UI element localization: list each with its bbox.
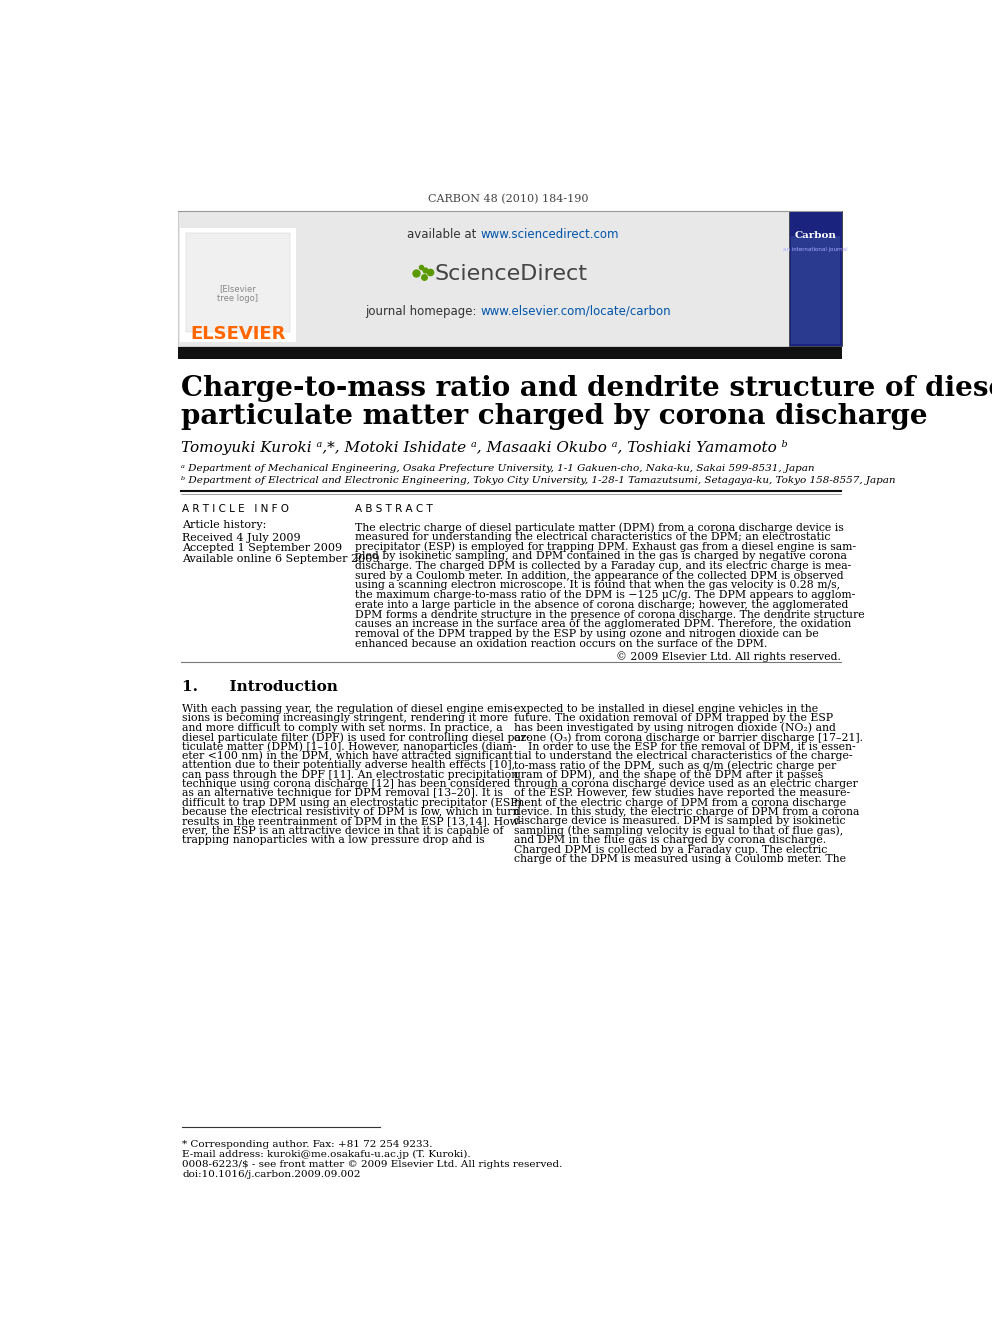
Text: discharge. The charged DPM is collected by a Faraday cup, and its electric charg: discharge. The charged DPM is collected … — [355, 561, 851, 572]
Text: 0008-6223/$ - see front matter © 2009 Elsevier Ltd. All rights reserved.: 0008-6223/$ - see front matter © 2009 El… — [183, 1160, 562, 1168]
Text: discharge device is measured. DPM is sampled by isokinetic: discharge device is measured. DPM is sam… — [514, 816, 845, 827]
Bar — [180, 228, 296, 343]
Text: has been investigated by using nitrogen dioxide (NO₂) and: has been investigated by using nitrogen … — [514, 722, 835, 733]
Text: Accepted 1 September 2009: Accepted 1 September 2009 — [183, 544, 342, 553]
Text: future. The oxidation removal of DPM trapped by the ESP: future. The oxidation removal of DPM tra… — [514, 713, 833, 724]
Text: 1.      Introduction: 1. Introduction — [183, 680, 338, 693]
Bar — [186, 233, 290, 332]
Text: gram of DPM), and the shape of the DPM after it passes: gram of DPM), and the shape of the DPM a… — [514, 770, 823, 781]
Text: doi:10.1016/j.carbon.2009.09.002: doi:10.1016/j.carbon.2009.09.002 — [183, 1170, 361, 1179]
Text: an international journal: an international journal — [783, 247, 847, 253]
Text: Carbon: Carbon — [795, 232, 836, 241]
Text: Received 4 July 2009: Received 4 July 2009 — [183, 533, 301, 542]
Text: ticulate matter (DPM) [1–10]. However, nanoparticles (diam-: ticulate matter (DPM) [1–10]. However, n… — [183, 741, 517, 751]
Bar — [179, 212, 841, 345]
Text: precipitator (ESP) is employed for trapping DPM. Exhaust gas from a diesel engin: precipitator (ESP) is employed for trapp… — [355, 541, 856, 552]
Text: device. In this study, the electric charge of DPM from a corona: device. In this study, the electric char… — [514, 807, 859, 818]
Text: erate into a large particle in the absence of corona discharge; however, the agg: erate into a large particle in the absen… — [355, 599, 848, 610]
Text: attention due to their potentially adverse health effects [10],: attention due to their potentially adver… — [183, 761, 515, 770]
Text: ScienceDirect: ScienceDirect — [434, 265, 587, 284]
Text: ᵇ Department of Electrical and Electronic Engineering, Tokyo City University, 1-: ᵇ Department of Electrical and Electroni… — [181, 476, 895, 486]
Text: Tomoyuki Kuroki ᵃ,*, Motoki Ishidate ᵃ, Masaaki Okubo ᵃ, Toshiaki Yamamoto ᵇ: Tomoyuki Kuroki ᵃ,*, Motoki Ishidate ᵃ, … — [181, 441, 788, 455]
Text: difficult to trap DPM using an electrostatic precipitator (ESP): difficult to trap DPM using an electrost… — [183, 798, 522, 808]
Text: particulate matter charged by corona discharge: particulate matter charged by corona dis… — [181, 404, 928, 430]
Bar — [179, 347, 841, 359]
Text: sampling (the sampling velocity is equal to that of flue gas),: sampling (the sampling velocity is equal… — [514, 826, 843, 836]
Text: ment of the electric charge of DPM from a corona discharge: ment of the electric charge of DPM from … — [514, 798, 846, 808]
Text: eter <100 nm) in the DPM, which have attracted significant: eter <100 nm) in the DPM, which have att… — [183, 750, 513, 761]
Text: * Corresponding author. Fax: +81 72 254 9233.: * Corresponding author. Fax: +81 72 254 … — [183, 1139, 433, 1148]
Text: causes an increase in the surface area of the agglomerated DPM. Therefore, the o: causes an increase in the surface area o… — [355, 619, 851, 630]
Text: journal homepage:: journal homepage: — [365, 304, 480, 318]
Text: E-mail address: kuroki@me.osakafu-u.ac.jp (T. Kuroki).: E-mail address: kuroki@me.osakafu-u.ac.j… — [183, 1150, 471, 1159]
Text: diesel particulate filter (DPF) is used for controlling diesel par-: diesel particulate filter (DPF) is used … — [183, 732, 530, 742]
Text: Charge-to-mass ratio and dendrite structure of diesel: Charge-to-mass ratio and dendrite struct… — [181, 374, 992, 402]
Text: © 2009 Elsevier Ltd. All rights reserved.: © 2009 Elsevier Ltd. All rights reserved… — [616, 651, 841, 663]
Text: and more difficult to comply with set norms. In practice, a: and more difficult to comply with set no… — [183, 722, 503, 733]
Text: expected to be installed in diesel engine vehicles in the: expected to be installed in diesel engin… — [514, 704, 818, 714]
Text: available at: available at — [408, 228, 480, 241]
Text: the maximum charge-to-mass ratio of the DPM is −125 μC/g. The DPM appears to agg: the maximum charge-to-mass ratio of the … — [355, 590, 855, 601]
Text: ELSEVIER: ELSEVIER — [190, 325, 286, 344]
Text: removal of the DPM trapped by the ESP by using ozone and nitrogen dioxide can be: removal of the DPM trapped by the ESP by… — [355, 628, 818, 639]
Text: ᵃ Department of Mechanical Engineering, Osaka Prefecture University, 1-1 Gakuen-: ᵃ Department of Mechanical Engineering, … — [181, 464, 814, 472]
Text: In order to use the ESP for the removal of DPM, it is essen-: In order to use the ESP for the removal … — [514, 741, 855, 751]
Text: CARBON 48 (2010) 184-190: CARBON 48 (2010) 184-190 — [429, 193, 588, 204]
Text: With each passing year, the regulation of diesel engine emis-: With each passing year, the regulation o… — [183, 704, 517, 714]
Text: and DPM in the flue gas is charged by corona discharge.: and DPM in the flue gas is charged by co… — [514, 835, 826, 845]
Text: www.sciencedirect.com: www.sciencedirect.com — [480, 228, 619, 241]
Bar — [789, 212, 841, 345]
Bar — [791, 235, 840, 344]
Text: using a scanning electron microscope. It is found that when the gas velocity is : using a scanning electron microscope. It… — [355, 581, 840, 590]
Text: Article history:: Article history: — [183, 520, 267, 531]
Text: The electric charge of diesel particulate matter (DPM) from a corona discharge d: The electric charge of diesel particulat… — [355, 523, 844, 533]
Text: results in the reentrainment of DPM in the ESP [13,14]. How-: results in the reentrainment of DPM in t… — [183, 816, 523, 827]
Text: DPM forms a dendrite structure in the presence of corona discharge. The dendrite: DPM forms a dendrite structure in the pr… — [355, 610, 865, 619]
Text: enhanced because an oxidation reaction occurs on the surface of the DPM.: enhanced because an oxidation reaction o… — [355, 639, 768, 648]
Text: because the electrical resistivity of DPM is low, which in turn: because the electrical resistivity of DP… — [183, 807, 520, 818]
Text: to-mass ratio of the DPM, such as q/m (electric charge per: to-mass ratio of the DPM, such as q/m (e… — [514, 761, 836, 771]
Text: [Elsevier
tree logo]: [Elsevier tree logo] — [217, 284, 259, 303]
Text: sions is becoming increasingly stringent, rendering it more: sions is becoming increasingly stringent… — [183, 713, 508, 724]
Text: charge of the DPM is measured using a Coulomb meter. The: charge of the DPM is measured using a Co… — [514, 855, 846, 864]
Text: through a corona discharge device used as an electric charger: through a corona discharge device used a… — [514, 779, 857, 789]
Text: as an alternative technique for DPM removal [13–20]. It is: as an alternative technique for DPM remo… — [183, 789, 503, 798]
Text: measured for understanding the electrical characteristics of the DPM; an electro: measured for understanding the electrica… — [355, 532, 830, 542]
Text: A R T I C L E   I N F O: A R T I C L E I N F O — [183, 504, 289, 515]
Text: A B S T R A C T: A B S T R A C T — [355, 504, 433, 515]
Text: pled by isokinetic sampling, and DPM contained in the gas is charged by negative: pled by isokinetic sampling, and DPM con… — [355, 552, 847, 561]
Text: www.elsevier.com/locate/carbon: www.elsevier.com/locate/carbon — [480, 304, 672, 318]
Text: technique using corona discharge [12] has been considered: technique using corona discharge [12] ha… — [183, 779, 510, 789]
Text: trapping nanoparticles with a low pressure drop and is: trapping nanoparticles with a low pressu… — [183, 835, 485, 845]
Text: can pass through the DPF [11]. An electrostatic precipitation: can pass through the DPF [11]. An electr… — [183, 770, 518, 779]
Text: tial to understand the electrical characteristics of the charge-: tial to understand the electrical charac… — [514, 750, 852, 761]
Text: of the ESP. However, few studies have reported the measure-: of the ESP. However, few studies have re… — [514, 789, 850, 798]
Text: sured by a Coulomb meter. In addition, the appearance of the collected DPM is ob: sured by a Coulomb meter. In addition, t… — [355, 570, 843, 581]
Text: ozone (O₃) from corona discharge or barrier discharge [17–21].: ozone (O₃) from corona discharge or barr… — [514, 732, 863, 742]
Text: Available online 6 September 2009: Available online 6 September 2009 — [183, 554, 380, 564]
Text: ever, the ESP is an attractive device in that it is capable of: ever, the ESP is an attractive device in… — [183, 826, 504, 836]
Text: Charged DPM is collected by a Faraday cup. The electric: Charged DPM is collected by a Faraday cu… — [514, 844, 827, 855]
